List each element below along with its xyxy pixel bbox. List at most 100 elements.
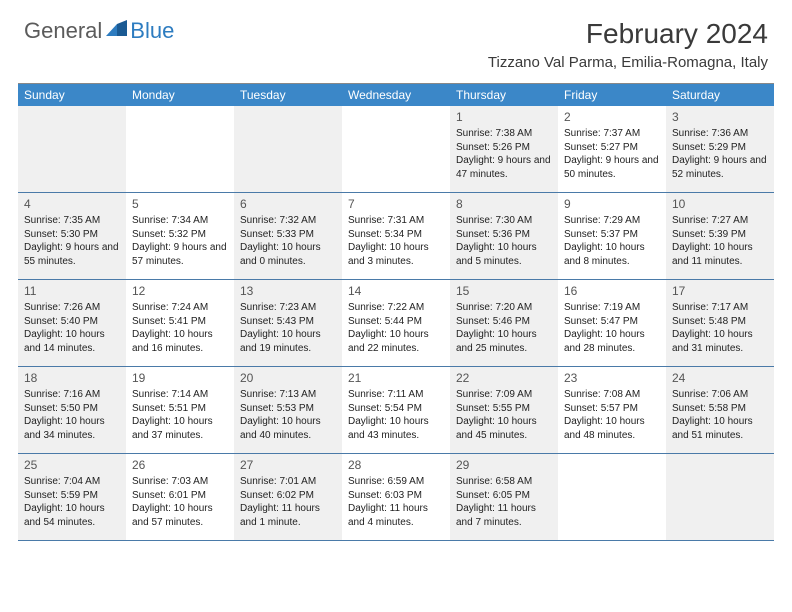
day-sunrise: Sunrise: 7:38 AM [456, 127, 552, 141]
calendar-day: 18Sunrise: 7:16 AMSunset: 5:50 PMDayligh… [18, 367, 126, 453]
calendar-day: 25Sunrise: 7:04 AMSunset: 5:59 PMDayligh… [18, 454, 126, 540]
calendar-body: 1Sunrise: 7:38 AMSunset: 5:26 PMDaylight… [18, 106, 774, 541]
day-sunset: Sunset: 5:36 PM [456, 228, 552, 242]
day-sunset: Sunset: 5:57 PM [564, 402, 660, 416]
day-daylight: Daylight: 11 hours and 4 minutes. [348, 502, 444, 529]
day-number: 7 [348, 196, 444, 212]
calendar-day [558, 454, 666, 540]
calendar-day: 23Sunrise: 7:08 AMSunset: 5:57 PMDayligh… [558, 367, 666, 453]
calendar-day [666, 454, 774, 540]
day-sunrise: Sunrise: 7:34 AM [132, 214, 228, 228]
day-sunrise: Sunrise: 7:24 AM [132, 301, 228, 315]
day-sunrise: Sunrise: 7:29 AM [564, 214, 660, 228]
day-header: Monday [126, 84, 234, 106]
brand-part2: Blue [130, 18, 174, 44]
day-daylight: Daylight: 10 hours and 8 minutes. [564, 241, 660, 268]
day-header: Friday [558, 84, 666, 106]
calendar-day: 1Sunrise: 7:38 AMSunset: 5:26 PMDaylight… [450, 106, 558, 192]
day-sunset: Sunset: 5:55 PM [456, 402, 552, 416]
day-sunset: Sunset: 5:41 PM [132, 315, 228, 329]
calendar-day: 17Sunrise: 7:17 AMSunset: 5:48 PMDayligh… [666, 280, 774, 366]
calendar-day: 10Sunrise: 7:27 AMSunset: 5:39 PMDayligh… [666, 193, 774, 279]
day-header: Sunday [18, 84, 126, 106]
day-number: 3 [672, 109, 768, 125]
calendar-day: 2Sunrise: 7:37 AMSunset: 5:27 PMDaylight… [558, 106, 666, 192]
day-number: 14 [348, 283, 444, 299]
day-sunset: Sunset: 5:46 PM [456, 315, 552, 329]
day-sunrise: Sunrise: 7:08 AM [564, 388, 660, 402]
day-number: 4 [24, 196, 120, 212]
day-sunrise: Sunrise: 7:27 AM [672, 214, 768, 228]
day-sunset: Sunset: 5:43 PM [240, 315, 336, 329]
day-number: 2 [564, 109, 660, 125]
calendar-day: 29Sunrise: 6:58 AMSunset: 6:05 PMDayligh… [450, 454, 558, 540]
day-number: 24 [672, 370, 768, 386]
title-block: February 2024 Tizzano Val Parma, Emilia-… [488, 18, 768, 71]
day-number: 25 [24, 457, 120, 473]
day-daylight: Daylight: 10 hours and 16 minutes. [132, 328, 228, 355]
day-daylight: Daylight: 10 hours and 54 minutes. [24, 502, 120, 529]
calendar-day [18, 106, 126, 192]
day-sunrise: Sunrise: 7:01 AM [240, 475, 336, 489]
day-number: 16 [564, 283, 660, 299]
day-sunrise: Sunrise: 7:20 AM [456, 301, 552, 315]
brand-mark-icon [106, 20, 128, 43]
day-sunrise: Sunrise: 7:14 AM [132, 388, 228, 402]
day-sunrise: Sunrise: 7:11 AM [348, 388, 444, 402]
day-sunrise: Sunrise: 7:23 AM [240, 301, 336, 315]
day-daylight: Daylight: 11 hours and 7 minutes. [456, 502, 552, 529]
day-number: 13 [240, 283, 336, 299]
day-daylight: Daylight: 10 hours and 43 minutes. [348, 415, 444, 442]
day-header: Saturday [666, 84, 774, 106]
calendar-day: 13 Sunrise: 7:23 AMSunset: 5:43 PMDayligh… [234, 280, 342, 366]
calendar-day: 6 Sunrise: 7:32 AMSunset: 5:33 PMDaylight… [234, 193, 342, 279]
day-daylight: Daylight: 10 hours and 31 minutes. [672, 328, 768, 355]
day-sunrise: Sunrise: 7:31 AM [348, 214, 444, 228]
day-number: 9 [564, 196, 660, 212]
day-daylight: Daylight: 9 hours and 55 minutes. [24, 241, 120, 268]
day-number: 18 [24, 370, 120, 386]
day-sunrise: Sunrise: 7:06 AM [672, 388, 768, 402]
day-daylight: Daylight: 10 hours and 19 minutes. [240, 328, 336, 355]
day-sunset: Sunset: 6:01 PM [132, 489, 228, 503]
day-daylight: Daylight: 10 hours and 0 minutes. [240, 241, 336, 268]
day-number: 19 [132, 370, 228, 386]
day-sunrise: Sunrise: 7:35 AM [24, 214, 120, 228]
day-number: 6 [240, 196, 336, 212]
calendar-week: 25Sunrise: 7:04 AMSunset: 5:59 PMDayligh… [18, 454, 774, 541]
day-daylight: Daylight: 11 hours and 1 minute. [240, 502, 336, 529]
day-sunset: Sunset: 5:39 PM [672, 228, 768, 242]
day-sunset: Sunset: 5:34 PM [348, 228, 444, 242]
calendar-day [342, 106, 450, 192]
calendar-day: 9 Sunrise: 7:29 AMSunset: 5:37 PMDaylight… [558, 193, 666, 279]
calendar-day: 16Sunrise: 7:19 AMSunset: 5:47 PMDayligh… [558, 280, 666, 366]
calendar-day: 26Sunrise: 7:03 AMSunset: 6:01 PMDayligh… [126, 454, 234, 540]
day-daylight: Daylight: 10 hours and 51 minutes. [672, 415, 768, 442]
day-sunset: Sunset: 5:27 PM [564, 141, 660, 155]
day-daylight: Daylight: 9 hours and 52 minutes. [672, 154, 768, 181]
day-number: 22 [456, 370, 552, 386]
day-sunset: Sunset: 5:33 PM [240, 228, 336, 242]
day-number: 20 [240, 370, 336, 386]
day-sunset: Sunset: 5:47 PM [564, 315, 660, 329]
day-sunset: Sunset: 6:05 PM [456, 489, 552, 503]
day-sunset: Sunset: 5:44 PM [348, 315, 444, 329]
day-sunrise: Sunrise: 7:32 AM [240, 214, 336, 228]
day-number: 5 [132, 196, 228, 212]
day-sunrise: Sunrise: 6:58 AM [456, 475, 552, 489]
calendar-day: 15Sunrise: 7:20 AMSunset: 5:46 PMDayligh… [450, 280, 558, 366]
calendar-day: 14Sunrise: 7:22 AMSunset: 5:44 PMDayligh… [342, 280, 450, 366]
day-sunset: Sunset: 5:58 PM [672, 402, 768, 416]
day-header: Wednesday [342, 84, 450, 106]
day-number: 27 [240, 457, 336, 473]
day-daylight: Daylight: 10 hours and 40 minutes. [240, 415, 336, 442]
day-daylight: Daylight: 10 hours and 3 minutes. [348, 241, 444, 268]
day-sunrise: Sunrise: 7:22 AM [348, 301, 444, 315]
calendar-header-row: SundayMondayTuesdayWednesdayThursdayFrid… [18, 84, 774, 106]
day-daylight: Daylight: 10 hours and 34 minutes. [24, 415, 120, 442]
location-text: Tizzano Val Parma, Emilia-Romagna, Italy [488, 54, 768, 71]
day-number: 28 [348, 457, 444, 473]
calendar: SundayMondayTuesdayWednesdayThursdayFrid… [18, 83, 774, 541]
calendar-day: 3Sunrise: 7:36 AMSunset: 5:29 PMDaylight… [666, 106, 774, 192]
day-sunset: Sunset: 5:37 PM [564, 228, 660, 242]
